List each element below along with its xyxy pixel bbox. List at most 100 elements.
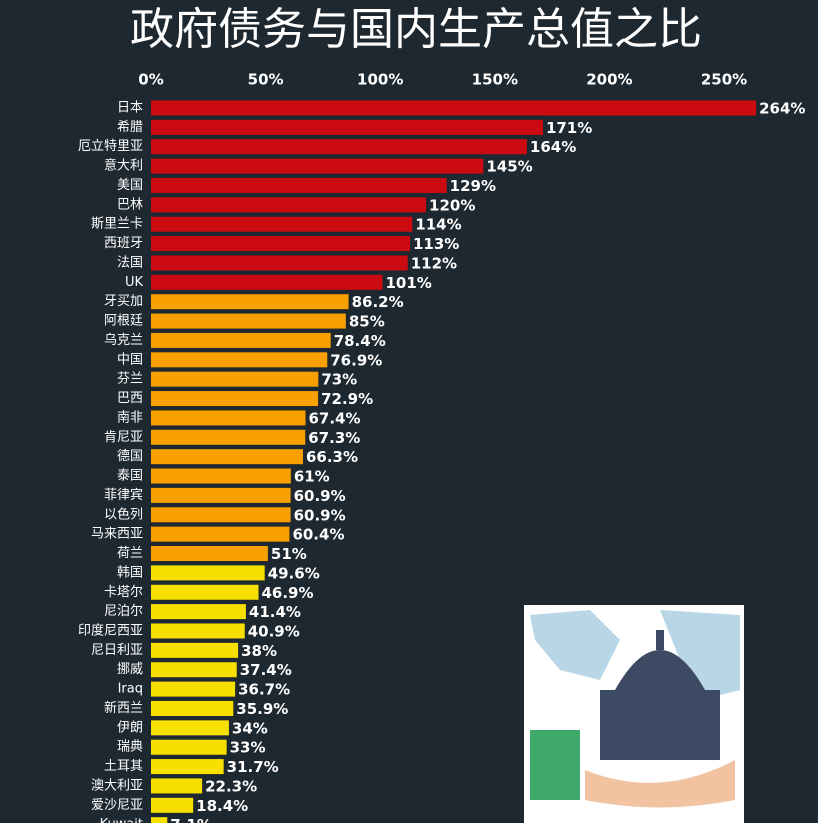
value-label: 40.9% [248,622,300,640]
bar [151,507,291,523]
value-label: 61% [294,468,330,486]
value-label: 18.4% [196,797,248,815]
y-tick-label: Iraq [118,682,143,697]
value-label: 37.4% [240,661,292,679]
y-tick-label: 南非 [117,409,143,425]
value-label: 67.4% [308,409,360,427]
value-label: 264% [759,100,805,118]
value-label: 31.7% [227,758,279,776]
y-tick-label: 希腊 [117,120,143,135]
value-label: 60.9% [294,487,346,505]
value-label: 7.1% [170,816,212,823]
bar [151,739,227,755]
bar [151,681,236,697]
bar [151,449,303,465]
x-tick-label: 150% [472,71,518,89]
bar [151,371,319,387]
x-tick-label: 0% [138,71,163,89]
value-label: 78.4% [334,332,386,350]
value-label: 49.6% [268,564,320,582]
y-tick-label: 西班牙 [104,236,143,251]
value-label: 145% [486,158,532,176]
bar [151,410,306,426]
value-label: 34% [232,719,268,737]
y-tick-label: 牙买加 [104,294,143,309]
y-tick-label: 巴林 [117,197,143,212]
value-label: 112% [411,254,457,272]
value-label: 85% [349,313,385,331]
bar [151,700,234,716]
value-label: 60.9% [294,506,346,524]
value-label: 51% [271,545,307,563]
y-tick-label: 肯尼亚 [104,430,143,445]
y-tick-label: 泰国 [117,469,143,484]
bar [151,604,246,620]
value-label: 114% [415,216,461,234]
bar [151,565,265,581]
bar [151,526,290,542]
bar [151,274,383,290]
bar [151,294,349,310]
y-tick-label: 以色列 [104,506,143,522]
x-tick-label: 100% [357,71,403,89]
y-tick-label: 爱沙尼亚 [91,798,143,813]
y-tick-label: 乌克兰 [104,332,143,348]
value-label: 60.4% [292,526,344,544]
x-tick-label: 200% [586,71,632,89]
bar [151,197,427,213]
bar [151,391,319,407]
y-tick-label: 美国 [117,178,143,193]
y-tick-label: 芬兰 [117,372,143,387]
bar [151,352,328,368]
y-tick-label: 新西兰 [104,700,143,716]
value-label: 41.4% [249,603,301,621]
value-label: 33% [230,739,266,757]
value-label: 66.3% [306,448,358,466]
illustration [524,605,744,823]
y-tick-label: Kuwait [100,817,143,823]
bar [151,255,408,271]
y-tick-label: 尼日利亚 [91,643,143,658]
bar [151,546,268,562]
bar [151,797,194,813]
bar [151,216,413,232]
value-label: 164% [530,138,576,156]
bar [151,158,484,174]
y-tick-label: 挪威 [117,662,143,677]
y-tick-label: 印度尼西亚 [78,622,143,638]
bar [151,139,527,155]
value-label: 73% [321,371,357,389]
bar [151,332,331,348]
bar [151,584,259,600]
bar [151,642,239,658]
y-tick-label: 斯里兰卡 [91,217,143,232]
value-label: 101% [386,274,432,292]
value-label: 86.2% [352,293,404,311]
bar [151,778,203,794]
value-label: 171% [546,119,592,137]
y-tick-label: 巴西 [117,391,143,406]
bar [151,817,168,823]
value-label: 129% [450,177,496,195]
y-tick-label: 日本 [117,101,143,116]
value-label: 38% [241,642,277,660]
value-label: 72.9% [321,390,373,408]
bar [151,313,346,329]
value-label: 35.9% [236,700,288,718]
value-label: 113% [413,235,459,253]
y-tick-label: 尼泊尔 [104,604,143,619]
value-label: 67.3% [308,429,360,447]
y-tick-label: 马来西亚 [91,527,143,542]
bar [151,119,543,135]
y-tick-label: UK [125,275,144,290]
bar [151,759,224,775]
chart-title: 政府债务与国内生产总值之比 [130,4,702,55]
y-tick-label: 荷兰 [117,546,143,561]
y-tick-label: 卡塔尔 [104,585,143,600]
value-label: 76.9% [330,351,382,369]
bar [151,720,229,736]
bar [151,236,411,252]
bar [151,177,447,193]
value-label: 120% [429,196,475,214]
